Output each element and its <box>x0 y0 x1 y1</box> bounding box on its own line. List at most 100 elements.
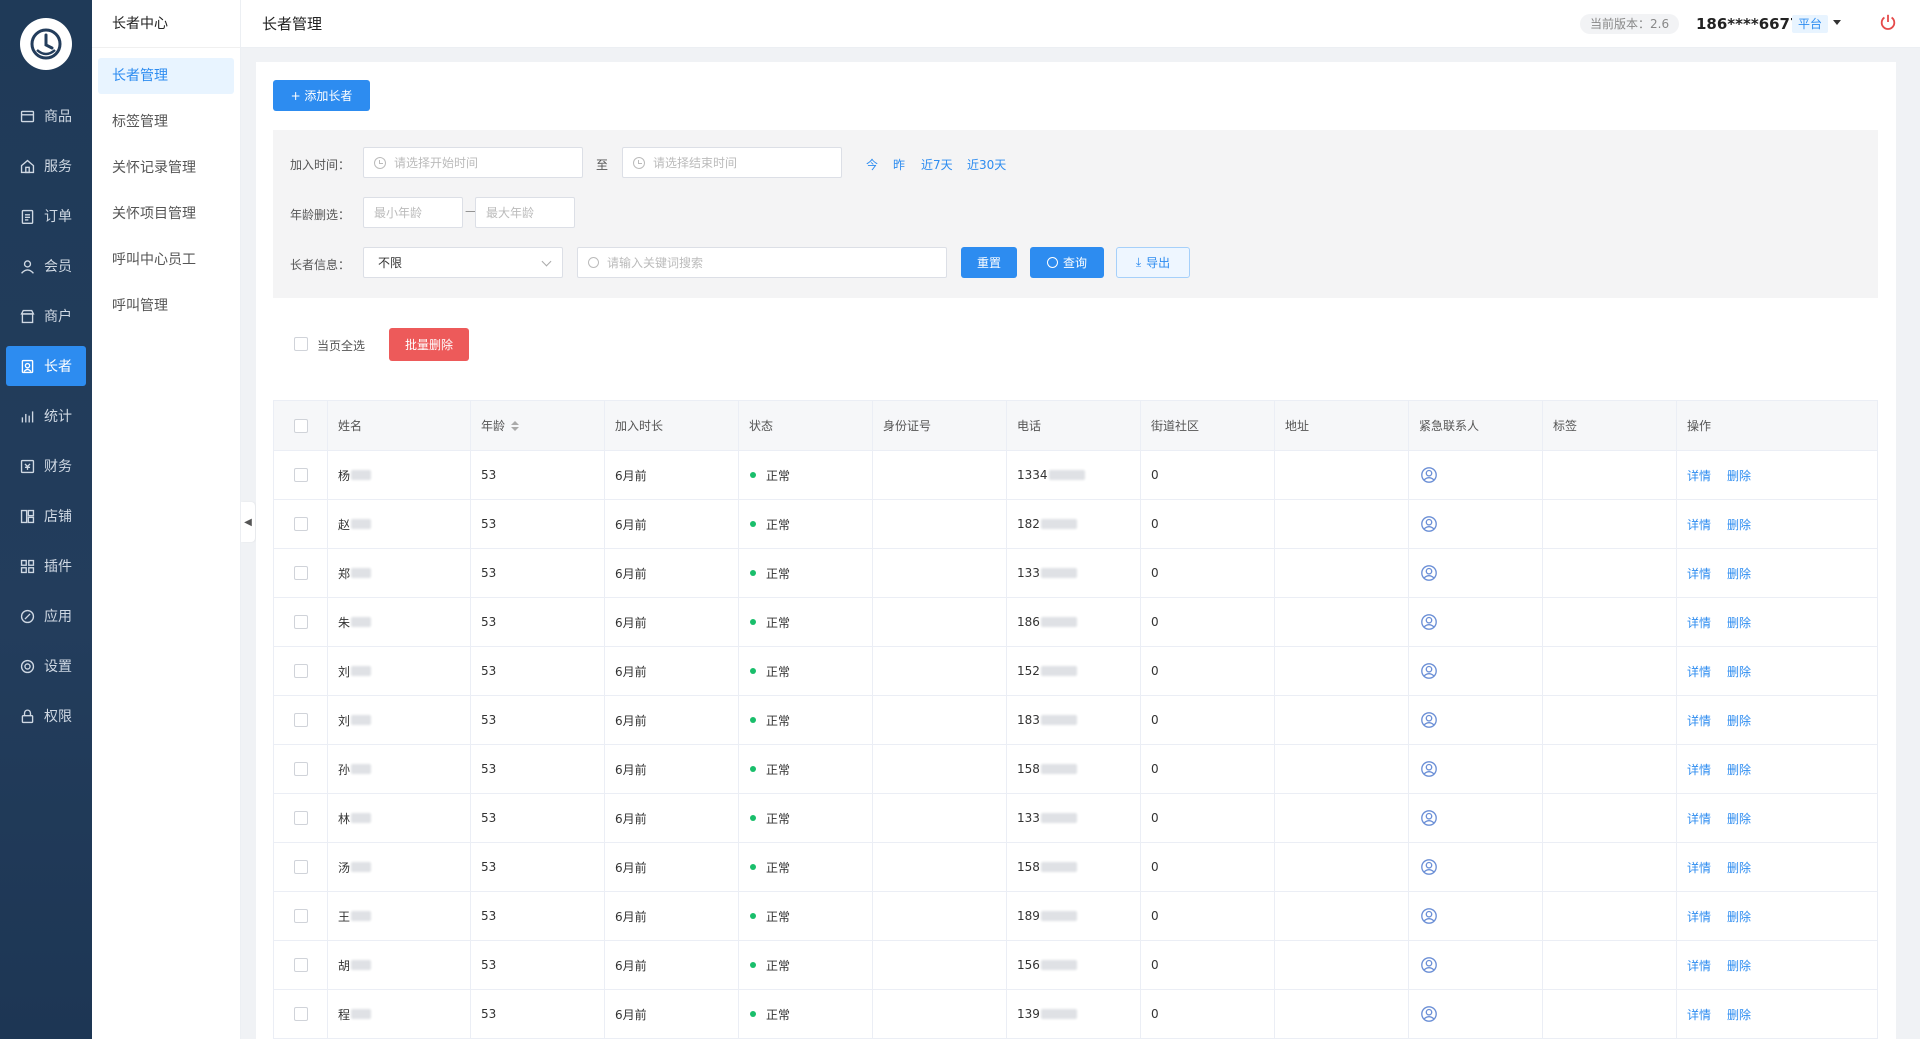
row-checkbox[interactable] <box>293 909 308 923</box>
min-age-input[interactable]: 最小年龄 <box>363 197 463 228</box>
contact-icon[interactable] <box>1420 907 1438 925</box>
detail-link[interactable]: 详情 <box>1687 566 1712 581</box>
nav-item-8[interactable]: 店铺 <box>6 496 86 536</box>
delete-link[interactable]: 删除 <box>1727 664 1752 679</box>
nav-item-2[interactable]: 订单 <box>6 196 86 236</box>
row-checkbox[interactable] <box>293 1007 308 1021</box>
delete-link[interactable]: 删除 <box>1727 517 1752 532</box>
submenu-item-2[interactable]: 关怀记录管理 <box>112 160 196 176</box>
keyword-search-input[interactable]: 请输入关键词搜索 <box>577 247 947 278</box>
submenu-item-5[interactable]: 呼叫管理 <box>112 298 168 314</box>
contact-icon[interactable] <box>1420 564 1438 582</box>
submenu-item-1[interactable]: 标签管理 <box>112 114 168 130</box>
delete-link[interactable]: 删除 <box>1727 1007 1752 1022</box>
add-elder-button[interactable]: + 添加长者 <box>273 80 370 111</box>
row-checkbox[interactable] <box>293 811 308 825</box>
row-checkbox[interactable] <box>293 664 308 678</box>
detail-link[interactable]: 详情 <box>1687 860 1712 875</box>
nav-item-12[interactable]: 权限 <box>6 696 86 736</box>
platform-badge[interactable]: 平台 <box>1792 15 1829 33</box>
submenu-item-3[interactable]: 关怀项目管理 <box>112 206 196 222</box>
sort-icon[interactable] <box>511 420 520 431</box>
nav-item-5[interactable]: 长者 <box>6 346 86 386</box>
contact-icon[interactable] <box>1420 956 1438 974</box>
delete-link[interactable]: 删除 <box>1727 615 1752 630</box>
elder-info-select[interactable]: 不限 <box>363 247 563 278</box>
contact-icon[interactable] <box>1420 515 1438 533</box>
delete-link[interactable]: 删除 <box>1727 762 1752 777</box>
quick-7days[interactable]: 近7天 <box>921 158 953 172</box>
submenu-item-4[interactable]: 呼叫中心员工 <box>112 252 196 268</box>
nav-item-7[interactable]: 财务 <box>6 446 86 486</box>
quick-today[interactable]: 今 <box>866 158 879 172</box>
contact-icon[interactable] <box>1420 711 1438 729</box>
contact-icon[interactable] <box>1420 809 1438 827</box>
phone-value: 183 <box>1017 713 1040 727</box>
nav-item-10[interactable]: 应用 <box>6 596 86 636</box>
app-logo[interactable] <box>20 18 72 70</box>
detail-link[interactable]: 详情 <box>1687 811 1712 826</box>
start-time-input[interactable]: 请选择开始时间 <box>363 147 583 178</box>
detail-link[interactable]: 详情 <box>1687 664 1712 679</box>
clock-icon <box>374 156 386 169</box>
select-all-checkbox[interactable] <box>294 337 308 351</box>
detail-link[interactable]: 详情 <box>1687 762 1712 777</box>
nav-item-6[interactable]: 统计 <box>6 396 86 436</box>
nav-item-3[interactable]: 会员 <box>6 246 86 286</box>
detail-link[interactable]: 详情 <box>1687 468 1712 483</box>
row-checkbox[interactable] <box>293 958 308 972</box>
quick-yesterday[interactable]: 昨 <box>893 158 906 172</box>
row-checkbox[interactable] <box>293 517 308 531</box>
contact-icon[interactable] <box>1420 662 1438 680</box>
quick-30days[interactable]: 近30天 <box>967 158 1007 172</box>
nav-item-9[interactable]: 插件 <box>6 546 86 586</box>
nav-item-11[interactable]: 设置 <box>6 646 86 686</box>
status-value: 正常 <box>766 958 791 973</box>
export-button[interactable]: ⤓ 导出 <box>1116 247 1190 278</box>
nav-item-0[interactable]: 商品 <box>6 96 86 136</box>
header-checkbox[interactable] <box>293 418 308 433</box>
detail-link[interactable]: 详情 <box>1687 1007 1712 1022</box>
submenu-item-0[interactable]: 长者管理 <box>98 58 234 94</box>
delete-link[interactable]: 删除 <box>1727 566 1752 581</box>
detail-link[interactable]: 详情 <box>1687 517 1712 532</box>
nav-item-label: 设置 <box>44 659 72 675</box>
row-checkbox[interactable] <box>293 713 308 727</box>
row-checkbox[interactable] <box>293 566 308 580</box>
detail-link[interactable]: 详情 <box>1687 615 1712 630</box>
caret-down-icon[interactable] <box>1833 20 1841 25</box>
end-time-input[interactable]: 请选择结束时间 <box>622 147 842 178</box>
query-button[interactable]: 查询 <box>1030 247 1104 278</box>
delete-link[interactable]: 删除 <box>1727 468 1752 483</box>
row-checkbox-cell <box>274 598 328 646</box>
delete-link[interactable]: 删除 <box>1727 811 1752 826</box>
reset-button[interactable]: 重置 <box>961 247 1017 278</box>
contact-icon[interactable] <box>1420 858 1438 876</box>
user-account[interactable]: 186****6677 <box>1696 15 1801 33</box>
detail-link[interactable]: 详情 <box>1687 958 1712 973</box>
detail-link[interactable]: 详情 <box>1687 909 1712 924</box>
delete-link[interactable]: 删除 <box>1727 860 1752 875</box>
column-header: 加入时长 <box>605 401 739 450</box>
logout-button[interactable] <box>1879 13 1899 33</box>
row-checkbox[interactable] <box>293 762 308 776</box>
row-checkbox[interactable] <box>293 468 308 482</box>
batch-delete-button[interactable]: 批量删除 <box>389 328 469 361</box>
nav-item-4[interactable]: 商户 <box>6 296 86 336</box>
collapse-submenu-button[interactable]: ◀ <box>241 502 255 542</box>
row-checkbox[interactable] <box>293 615 308 629</box>
contact-icon[interactable] <box>1420 466 1438 484</box>
contact-icon[interactable] <box>1420 760 1438 778</box>
delete-link[interactable]: 删除 <box>1727 713 1752 728</box>
row-checkbox[interactable] <box>293 860 308 874</box>
column-header[interactable]: 年龄 <box>471 401 605 450</box>
tag-cell <box>1543 941 1677 989</box>
contact-icon[interactable] <box>1420 613 1438 631</box>
delete-link[interactable]: 删除 <box>1727 958 1752 973</box>
detail-link[interactable]: 详情 <box>1687 713 1712 728</box>
max-age-input[interactable]: 最大年龄 <box>475 197 575 228</box>
delete-link[interactable]: 删除 <box>1727 909 1752 924</box>
contact-icon[interactable] <box>1420 1005 1438 1023</box>
nav-item-label: 统计 <box>44 409 72 425</box>
nav-item-1[interactable]: 服务 <box>6 146 86 186</box>
